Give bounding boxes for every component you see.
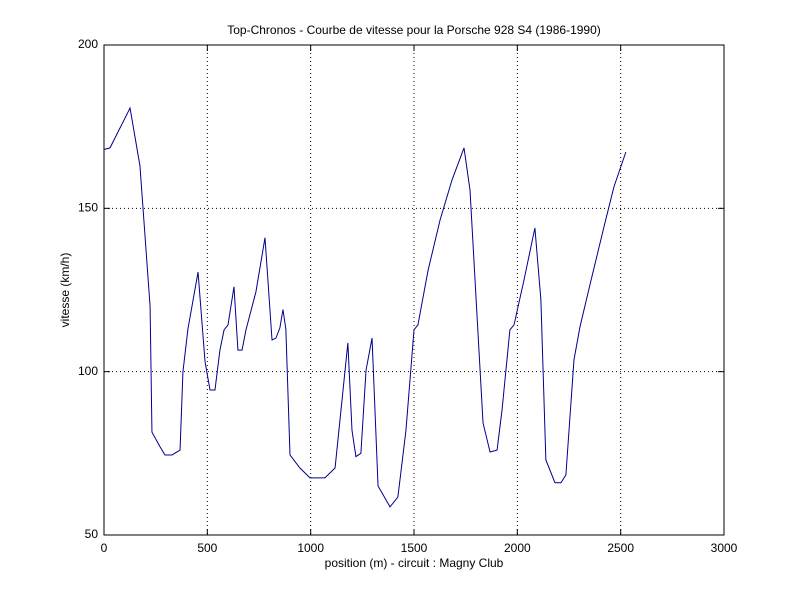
y-tick-label: 100 <box>78 364 98 378</box>
x-tick-label: 2000 <box>504 541 531 555</box>
y-tick-label: 150 <box>78 201 98 215</box>
x-tick-label: 3000 <box>711 541 738 555</box>
x-tick-label: 0 <box>101 541 108 555</box>
y-tick-label: 50 <box>85 527 99 541</box>
x-tick-label: 1500 <box>401 541 428 555</box>
x-tick-label: 1000 <box>297 541 324 555</box>
x-tick-label: 2500 <box>607 541 634 555</box>
speed-line <box>103 106 627 508</box>
chart-title: Top-Chronos - Courbe de vitesse pour la … <box>227 23 601 37</box>
x-tick-label: 500 <box>197 541 217 555</box>
y-tick-label: 200 <box>78 37 98 51</box>
y-axis-label: vitesse (km/h) <box>58 253 72 328</box>
x-axis-label: position (m) - circuit : Magny Club <box>325 556 504 570</box>
